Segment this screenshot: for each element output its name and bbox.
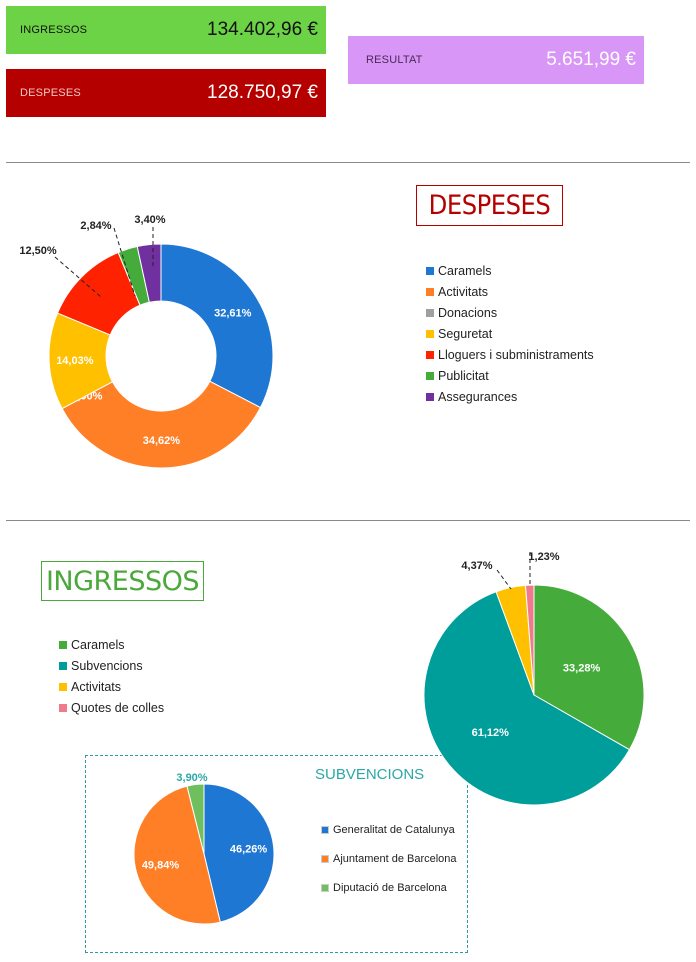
ingressos-legend-item: Activitats: [59, 676, 164, 697]
despeses-legend-item: Donacions: [426, 302, 594, 323]
despeses-leader-line: [54, 256, 102, 298]
despeses-legend-swatch: [426, 371, 434, 380]
kpi-ingressos-label: INGRESSOS: [20, 24, 88, 36]
despeses-legend-item: Assegurances: [426, 386, 594, 407]
despeses-legend-label: Activitats: [438, 284, 489, 299]
kpi-despeses-value: 128.750,97 €: [207, 82, 318, 103]
kpi-resultat-label: RESULTAT: [366, 54, 423, 66]
despeses-legend-item: Publicitat: [426, 365, 594, 386]
ingressos-leader-line: [496, 569, 512, 590]
subvencions-legend-label: Generalitat de Catalunya: [333, 823, 455, 836]
despeses-legend-swatch: [426, 287, 434, 296]
subvencions-slice: [186, 783, 205, 855]
despeses-slice: [160, 243, 274, 409]
ingressos-slice: [423, 591, 631, 806]
ingressos-slice: [524, 584, 535, 696]
divider-top: [6, 162, 690, 163]
despeses-legend-swatch: [426, 350, 434, 359]
divider-middle: [6, 520, 690, 521]
kpi-resultat-value: 5.651,99 €: [546, 49, 636, 70]
subvencions-title: SUBVENCIONS: [315, 766, 425, 783]
despeses-data-label: 34,62%: [143, 435, 181, 447]
kpi-ingressos-value: 134.402,96 €: [207, 19, 318, 40]
kpi-ingressos: INGRESSOS 134.402,96 €: [6, 6, 326, 54]
kpi-despeses: DESPESES 128.750,97 €: [6, 69, 326, 117]
ingressos-data-label: 33,28%: [563, 662, 601, 674]
ingressos-legend-item: Quotes de colles: [59, 697, 164, 718]
ingressos-legend-swatch: [59, 682, 67, 691]
despeses-legend: Caramels Activitats Donacions Seguretat Llog…: [426, 260, 594, 407]
subvencions-slice: [133, 785, 221, 925]
despeses-legend-swatch: [426, 329, 434, 338]
despeses-legend-label: Publicitat: [438, 368, 489, 383]
despeses-legend-label: Lloguers i subministraments: [438, 347, 594, 362]
ingressos-legend-label: Quotes de colles: [71, 700, 165, 715]
ingressos-slice: [533, 584, 645, 751]
ingressos-legend-item: Subvencions: [59, 655, 164, 676]
kpi-despeses-label: DESPESES: [20, 87, 81, 99]
subvencions-legend-item: Ajuntament de Barcelona: [321, 844, 457, 873]
despeses-leader-line: [113, 227, 136, 297]
despeses-title: DESPESES: [416, 185, 563, 226]
subvencions-legend-item: Generalitat de Catalunya: [321, 815, 457, 844]
ingressos-data-label: 61,12%: [472, 727, 510, 739]
ingressos-legend: Caramels Subvencions Activitats Quotes de c…: [59, 634, 164, 718]
subvencions-data-label: 3,90%: [176, 772, 207, 784]
despeses-data-label: 12,50%: [19, 245, 57, 257]
despeses-slice: [136, 243, 162, 303]
subvencions-legend-label: Diputació de Barcelona: [333, 881, 447, 894]
ingressos-legend-swatch: [59, 661, 67, 670]
subvencions-slice: [203, 783, 275, 923]
ingressos-data-label: 4,37%: [461, 560, 492, 572]
subvencions-legend-item: Diputació de Barcelona: [321, 873, 457, 902]
ingressos-data-label: 1,23%: [528, 551, 559, 563]
despeses-legend-label: Assegurances: [438, 389, 518, 404]
despeses-legend-swatch: [426, 392, 434, 401]
despeses-legend-item: Seguretat: [426, 323, 594, 344]
despeses-legend-item: Activitats: [426, 281, 594, 302]
subvencions-data-label: 49,84%: [142, 860, 180, 872]
subvencions-data-label: 46,26%: [230, 844, 268, 856]
subvencions-legend-swatch: [321, 883, 329, 892]
despeses-legend-swatch: [426, 266, 434, 275]
despeses-legend-label: Seguretat: [438, 326, 493, 341]
ingressos-title: INGRESSOS: [41, 561, 204, 601]
subvencions-panel: [85, 755, 468, 953]
despeses-data-label: 14,03%: [56, 355, 94, 367]
ingressos-legend-item: Caramels: [59, 634, 164, 655]
ingressos-legend-label: Subvencions: [71, 658, 143, 673]
ingressos-legend-swatch: [59, 703, 67, 712]
despeses-data-label: 3,40%: [134, 214, 165, 226]
subvencions-legend: Generalitat de Catalunya Ajuntament de Ba…: [321, 815, 457, 902]
despeses-slice: [61, 380, 262, 469]
despeses-legend-item: Caramels: [426, 260, 594, 281]
despeses-legend-swatch: [426, 308, 434, 317]
subvencions-legend-label: Ajuntament de Barcelona: [333, 852, 457, 865]
ingressos-legend-swatch: [59, 640, 67, 649]
subvencions-legend-swatch: [321, 825, 329, 834]
despeses-legend-label: Caramels: [438, 263, 492, 278]
kpi-resultat: RESULTAT 5.651,99 €: [348, 36, 644, 84]
despeses-data-label: 2,84%: [80, 220, 111, 232]
despeses-legend-label: Donacions: [438, 305, 498, 320]
despeses-legend-item: Lloguers i subministraments: [426, 344, 594, 365]
ingressos-legend-label: Activitats: [71, 679, 122, 694]
subvencions-legend-swatch: [321, 854, 329, 863]
despeses-data-label: 32,61%: [214, 307, 252, 319]
ingressos-legend-label: Caramels: [71, 637, 125, 652]
